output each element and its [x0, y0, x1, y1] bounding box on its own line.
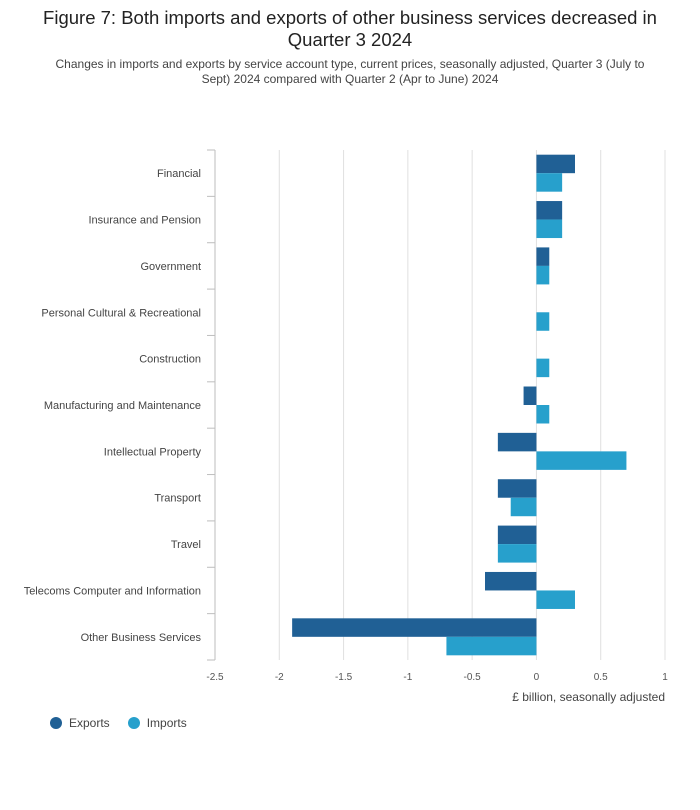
category-label: Manufacturing and Maintenance [44, 400, 201, 412]
x-axis-title: £ billion, seasonally adjusted [512, 690, 665, 704]
bar-exports[interactable] [485, 571, 537, 591]
x-tick-label: 0.5 [594, 672, 608, 683]
bar-exports[interactable] [536, 247, 550, 266]
bar-exports[interactable] [523, 386, 537, 406]
category-label: Travel [171, 539, 201, 551]
legend-swatch-imports-icon [127, 717, 140, 729]
bar-imports[interactable] [536, 312, 550, 331]
chart-title: Figure 7: Both imports and exports of ot… [43, 7, 657, 50]
legend: Exports Imports [50, 716, 187, 730]
legend-label-exports: Exports [69, 716, 110, 730]
x-tick-label: -2 [275, 672, 284, 683]
bar-imports[interactable] [446, 636, 537, 656]
category-label: Insurance and Pension [88, 215, 201, 227]
bar-exports[interactable] [292, 618, 537, 637]
bar-imports[interactable] [536, 358, 550, 378]
x-tick-label: -0.5 [464, 672, 482, 683]
legend-item-imports[interactable]: Imports [127, 716, 187, 730]
chart-subtitle: Changes in imports and exports by servic… [55, 57, 645, 86]
bar-imports[interactable] [536, 265, 550, 285]
legend-label-imports: Imports [146, 716, 187, 730]
x-tick-label: -2.5 [206, 672, 224, 683]
legend-item-exports[interactable]: Exports [50, 716, 110, 730]
category-label: Other Business Services [81, 632, 202, 644]
legend-swatch-exports-icon [50, 717, 62, 729]
bar-exports[interactable] [497, 432, 537, 452]
bar-imports[interactable] [536, 590, 575, 609]
bar-imports[interactable] [536, 173, 563, 192]
bar-imports[interactable] [536, 219, 563, 239]
category-label: Construction [139, 354, 201, 366]
bar-exports[interactable] [536, 201, 563, 220]
category-label: Financial [157, 168, 201, 180]
bar-imports[interactable] [497, 544, 537, 563]
category-label: Personal Cultural & Recreational [41, 307, 201, 319]
category-label: Government [140, 261, 201, 273]
category-label: Telecoms Computer and Information [24, 585, 201, 597]
category-label: Transport [154, 493, 201, 505]
bar-exports[interactable] [497, 525, 537, 545]
bar-exports[interactable] [536, 154, 575, 174]
x-tick-label: 0 [534, 672, 540, 683]
category-label: Intellectual Property [104, 446, 202, 458]
bar-imports[interactable] [536, 451, 627, 470]
bar-imports[interactable] [536, 405, 550, 424]
bar-imports[interactable] [510, 497, 537, 517]
x-tick-label: -1.5 [335, 672, 353, 683]
bar-exports[interactable] [497, 479, 537, 498]
x-tick-label: -1 [403, 672, 412, 683]
x-tick-label: 1 [662, 672, 668, 683]
